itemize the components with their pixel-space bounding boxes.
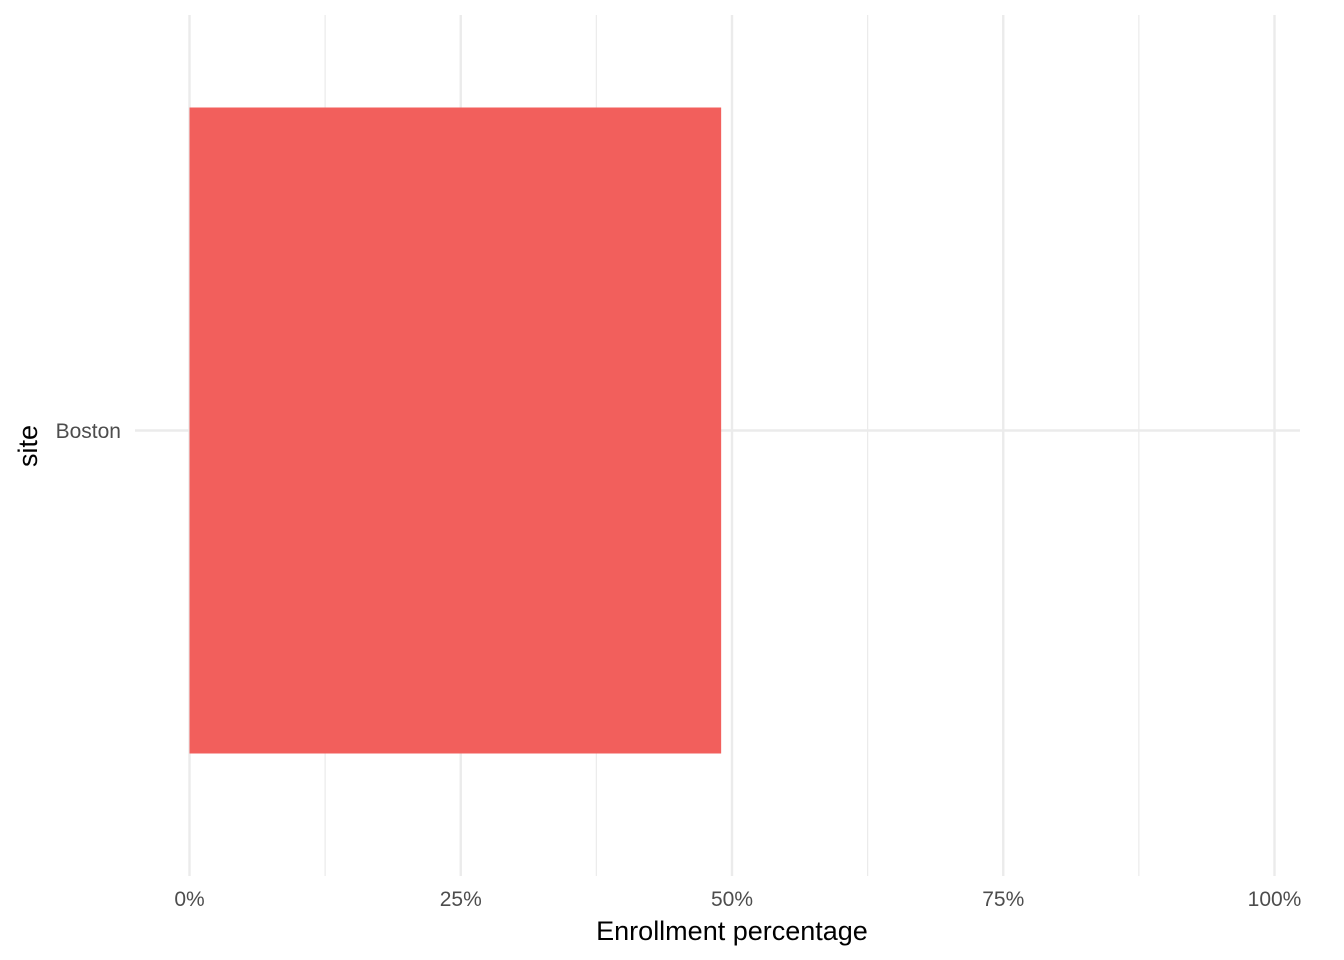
bar-layer: [189, 107, 722, 754]
x-tick-label: 25%: [440, 888, 482, 911]
bar-boston: [189, 107, 722, 754]
x-tick-label: 0%: [174, 888, 204, 911]
x-tick-label: 75%: [982, 888, 1024, 911]
tick-layer: Boston 0% 25% 50% 75% 100%: [56, 420, 1302, 911]
x-axis-title: Enrollment percentage: [596, 916, 868, 946]
x-tick-label: 100%: [1248, 888, 1302, 911]
y-axis-title: site: [13, 425, 43, 467]
x-tick-label: 50%: [711, 888, 753, 911]
y-tick-label: Boston: [56, 420, 121, 443]
